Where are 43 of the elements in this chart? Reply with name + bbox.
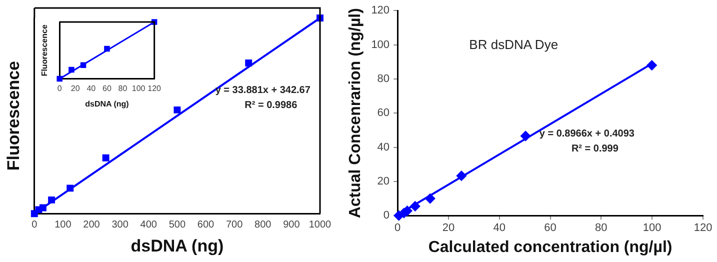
y-axis-title: Actual Concenrarion (ng/µl) xyxy=(347,8,364,218)
x-tick-label: 600 xyxy=(197,219,215,230)
x-tick-label: 20 xyxy=(70,84,80,93)
annotation: R² = 0.9986 xyxy=(244,100,298,112)
x-tick-label: 700 xyxy=(226,219,244,230)
annotation: R² = 0.999 xyxy=(571,143,619,154)
x-tick-label: 80 xyxy=(118,84,128,93)
y-tick-label: 120 xyxy=(371,4,390,17)
y-axis-title: Fluorescence xyxy=(40,24,50,76)
x-tick-label: 800 xyxy=(254,219,272,230)
x-tick-label: 0 xyxy=(57,84,62,93)
x-tick-label: 80 xyxy=(595,222,608,234)
annotation: y = 33.881x + 342.67 xyxy=(215,85,311,96)
y-tick-label: 40 xyxy=(377,141,390,154)
x-tick-label: 0 xyxy=(32,219,38,230)
x-tick-label: 120 xyxy=(148,84,162,93)
x-axis-title: dsDNA (ng) xyxy=(85,99,130,108)
x-tick-label: 1000 xyxy=(308,219,332,230)
x-tick-label: 300 xyxy=(112,219,129,230)
annotation: y = 0.8966x + 0.4093 xyxy=(539,128,635,140)
x-tick-label: 200 xyxy=(83,219,100,230)
y-tick-label: 60 xyxy=(377,107,390,120)
x-tick-label: 900 xyxy=(283,219,300,230)
x-tick-label: 60 xyxy=(544,222,556,234)
y-axis-title: Fluorescence xyxy=(4,60,23,171)
y-tick-label: 80 xyxy=(377,72,390,85)
x-tick-label: 100 xyxy=(54,219,72,230)
y-tick-label: 20 xyxy=(377,175,390,188)
x-tick-label: 20 xyxy=(442,222,455,234)
x-tick-label: 100 xyxy=(642,222,662,234)
x-tick-label: 0 xyxy=(394,222,401,234)
x-tick-label: 120 xyxy=(694,222,712,234)
x-tick-label: 400 xyxy=(140,219,158,230)
y-tick-label: 100 xyxy=(371,38,390,51)
x-tick-label: 100 xyxy=(132,84,146,93)
x-tick-label: 60 xyxy=(102,84,112,93)
x-tick-label: 40 xyxy=(493,222,506,234)
y-tick-label: 0 xyxy=(383,210,390,222)
text: BR dsDNA Dye xyxy=(469,37,558,52)
x-tick-label: 40 xyxy=(86,84,96,93)
x-tick-label: 500 xyxy=(168,219,186,230)
x-axis-title: dsDNA (ng) xyxy=(130,236,224,256)
x-axis-title: Calculated concentration (ng/µl) xyxy=(428,238,672,256)
